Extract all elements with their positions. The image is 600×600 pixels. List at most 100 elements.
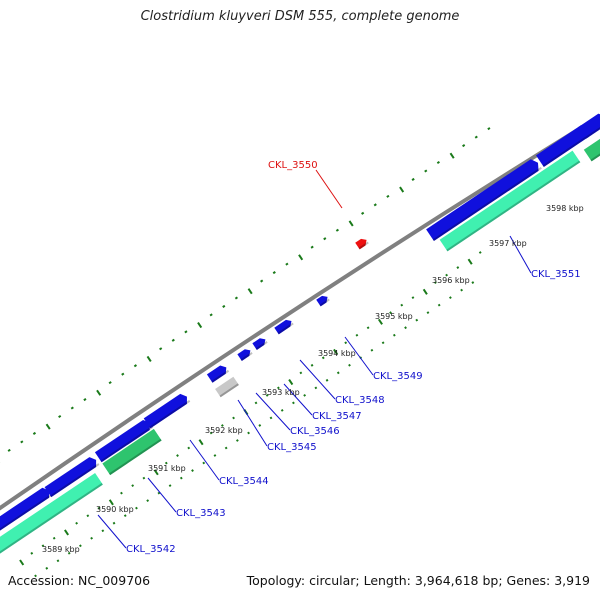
cds-small-1 — [206, 365, 230, 383]
minor-tick — [462, 144, 466, 148]
cds-forward-6 — [536, 125, 592, 167]
minor-tick — [45, 566, 49, 570]
minor-tick — [123, 514, 127, 518]
minor-tick — [325, 378, 329, 382]
major-tick — [64, 529, 70, 536]
scale-label-2: 3590 kbp — [96, 505, 134, 514]
pseudo-gene — [215, 376, 239, 398]
scale-label-10: 3598 kbp — [546, 204, 584, 213]
minor-tick — [247, 431, 250, 435]
minor-tick — [20, 440, 24, 444]
minor-tick — [142, 476, 146, 480]
rna-mint-2-body — [439, 150, 581, 252]
feature-track — [0, 113, 600, 554]
special-gene-cds-body — [355, 238, 367, 250]
rna-green-1-shade — [109, 438, 162, 476]
minor-tick — [101, 529, 105, 533]
minor-tick — [191, 469, 194, 472]
major-tick — [153, 469, 159, 476]
minor-tick — [90, 536, 94, 540]
rna-green-1 — [102, 428, 162, 476]
gene-label-ckl-3551: CKL_3551 — [531, 269, 581, 280]
minor-tick — [213, 454, 217, 457]
scale-label-6: 3594 kbp — [318, 349, 356, 358]
cds-forward-4 — [143, 393, 191, 429]
minor-tick — [83, 398, 87, 402]
cds-forward-7 — [578, 113, 600, 139]
minor-tick — [411, 296, 415, 300]
scale-label-1: 3589 kbp — [42, 545, 80, 554]
minor-tick — [314, 386, 318, 390]
minor-tick — [411, 177, 415, 181]
gene-label-ckl-3542: CKL_3542 — [126, 544, 176, 555]
minor-tick — [32, 431, 37, 435]
leader-line — [97, 514, 127, 549]
inner-tick-ring-2 — [34, 281, 475, 578]
minor-tick — [75, 521, 79, 525]
rna-green-2 — [583, 138, 600, 162]
minor-tick — [373, 203, 377, 207]
minor-tick — [30, 551, 34, 555]
gene-label-ckl-3548: CKL_3548 — [335, 395, 385, 406]
major-tick — [399, 186, 405, 193]
minor-tick — [235, 439, 239, 442]
major-tick — [449, 152, 455, 159]
minor-tick — [386, 194, 390, 198]
minor-tick — [445, 273, 448, 277]
cds-forward-1 — [0, 487, 53, 531]
gene-label-ckl-3545: CKL_3545 — [267, 442, 317, 453]
major-tick — [422, 288, 428, 295]
major-tick — [348, 220, 354, 227]
minor-tick — [449, 296, 452, 299]
minor-tick — [260, 279, 264, 283]
gene-labels: CKL_3542 CKL_3543 CKL_3544 CKL_3545 CKL_3546… — [126, 160, 581, 555]
minor-tick — [285, 262, 289, 266]
cds-small-1-shade — [211, 369, 230, 383]
leader-line — [255, 392, 291, 431]
cds-forward-2-shade — [50, 463, 100, 498]
minor-tick — [135, 506, 138, 510]
major-tick — [197, 321, 203, 329]
minor-tick — [392, 333, 396, 337]
gene-label-text: CKL_3549 — [373, 371, 423, 382]
minor-tick — [146, 499, 150, 503]
minor-tick — [336, 371, 340, 375]
minor-tick — [234, 296, 239, 300]
special-gene-cds-shade — [358, 241, 369, 250]
cds-small-2-body — [237, 349, 251, 361]
minor-tick — [471, 281, 475, 284]
gene-label-ckl-3546: CKL_3546 — [290, 426, 340, 437]
minor-tick — [58, 414, 62, 419]
major-tick — [247, 288, 253, 295]
minor-tick — [424, 169, 428, 173]
accession-text: Accession: NC_009706 — [8, 573, 151, 588]
major-tick — [108, 499, 114, 506]
rna-mint-1-body — [0, 472, 103, 554]
gene-label-ckl-3544: CKL_3544 — [219, 476, 269, 487]
minor-tick — [381, 341, 385, 345]
minor-tick — [222, 304, 226, 308]
cds-forward-4-body — [143, 393, 187, 429]
minor-tick — [121, 372, 125, 376]
major-tick — [333, 348, 339, 355]
minor-tick — [310, 245, 314, 249]
minor-tick — [292, 401, 295, 405]
minor-tick — [7, 448, 11, 452]
minor-tick — [209, 313, 213, 317]
cds-forward-4-shade — [149, 399, 191, 429]
minor-tick — [426, 311, 430, 315]
major-tick — [19, 559, 25, 566]
minor-tick — [323, 237, 327, 241]
cds-small-1-body — [206, 365, 227, 383]
minor-tick — [232, 416, 235, 420]
cds-forward-7-body — [578, 113, 600, 139]
minor-tick — [108, 381, 112, 385]
minor-tick — [164, 461, 168, 465]
minor-tick — [434, 281, 437, 284]
leader-line — [299, 359, 336, 400]
minor-tick — [79, 544, 82, 548]
minor-tick — [460, 288, 463, 292]
minor-tick — [344, 341, 348, 345]
